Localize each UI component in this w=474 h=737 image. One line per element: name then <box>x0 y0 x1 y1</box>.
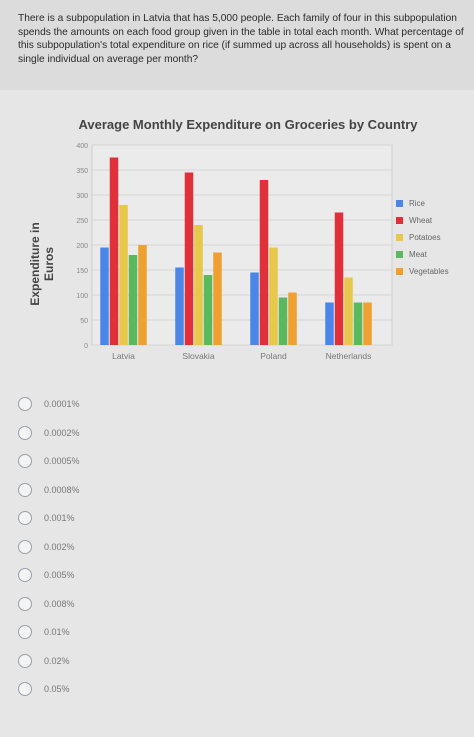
legend-swatch-wheat <box>396 217 403 224</box>
legend-swatch-vegetables <box>396 268 403 275</box>
option-label: 0.0001% <box>44 399 80 410</box>
option-label: 0.002% <box>44 541 75 552</box>
radio-button[interactable] <box>18 682 32 697</box>
radio-button[interactable] <box>18 482 32 497</box>
bar-potatoes <box>344 277 353 345</box>
bar-wheat <box>184 172 194 345</box>
y-tick-label: 0 <box>84 343 88 350</box>
legend-item-meat: Meat <box>396 247 449 262</box>
option-label: 0.02% <box>44 655 70 666</box>
bar-wheat <box>334 212 344 345</box>
y-tick-label: 300 <box>76 193 88 200</box>
legend-label-vegetables: Vegetables <box>409 267 449 276</box>
y-tick-label: 100 <box>76 293 88 300</box>
bar-potatoes <box>194 225 203 345</box>
bar-potatoes <box>269 247 278 345</box>
radio-button[interactable] <box>18 397 32 412</box>
y-tick-label: 400 <box>76 143 88 150</box>
option-label: 0.005% <box>44 570 75 581</box>
legend-label-rice: Rice <box>409 199 426 208</box>
bar-rice <box>100 247 109 345</box>
legend-item-potatoes: Potatoes <box>396 230 449 245</box>
y-tick-label: 350 <box>76 168 88 175</box>
answer-option[interactable]: 0.002% <box>18 533 80 562</box>
y-tick-label: 250 <box>76 218 88 225</box>
radio-button[interactable] <box>18 568 32 583</box>
legend-swatch-potatoes <box>396 234 403 241</box>
x-tick-label: Slovakia <box>182 351 214 361</box>
answer-option[interactable]: 0.01% <box>18 618 80 647</box>
legend-label-wheat: Wheat <box>409 216 433 225</box>
bar-potatoes <box>119 205 128 345</box>
answer-option[interactable]: 0.0001% <box>18 390 80 419</box>
bar-meat <box>128 255 138 345</box>
legend-item-wheat: Wheat <box>396 213 449 228</box>
legend-label-meat: Meat <box>409 250 427 259</box>
answer-option[interactable]: 0.001% <box>18 504 80 533</box>
bar-vegetables <box>288 292 297 345</box>
answer-option[interactable]: 0.0002% <box>18 419 80 448</box>
answer-option[interactable]: 0.0008% <box>18 476 80 505</box>
option-label: 0.0005% <box>44 456 80 467</box>
radio-button[interactable] <box>18 653 32 668</box>
answer-option[interactable]: 0.008% <box>18 590 80 619</box>
legend-item-vegetables: Vegetables <box>396 264 449 279</box>
bar-meat <box>278 297 288 345</box>
answer-options: 0.0001% 0.0002% 0.0005% 0.0008% 0.001% 0… <box>18 390 80 704</box>
radio-button[interactable] <box>18 625 32 640</box>
x-tick-label: Latvia <box>112 351 135 361</box>
bar-vegetables <box>213 252 222 345</box>
option-label: 0.0002% <box>44 427 80 438</box>
legend-swatch-rice <box>396 200 403 207</box>
bar-wheat <box>259 180 269 345</box>
question-panel: There is a subpopulation in Latvia that … <box>0 0 474 90</box>
x-tick-label: Poland <box>260 351 287 361</box>
answer-option[interactable]: 0.005% <box>18 561 80 590</box>
bar-vegetables <box>138 245 147 345</box>
y-tick-label: 150 <box>76 268 88 275</box>
option-label: 0.008% <box>44 598 75 609</box>
question-text: There is a subpopulation in Latvia that … <box>18 13 464 65</box>
chart-title: Average Monthly Expenditure on Groceries… <box>78 117 418 132</box>
radio-button[interactable] <box>18 454 32 469</box>
bar-vegetables <box>363 302 372 345</box>
bar-rice <box>250 272 259 345</box>
radio-button[interactable] <box>18 425 32 440</box>
radio-button[interactable] <box>18 539 32 554</box>
option-label: 0.001% <box>44 513 75 524</box>
bar-meat <box>353 302 363 345</box>
radio-button[interactable] <box>18 511 32 526</box>
y-tick-label: 50 <box>80 318 88 325</box>
answer-option[interactable]: 0.05% <box>18 675 80 704</box>
bar-rice <box>175 267 184 345</box>
bar-chart: 0 50 100 150 200 250 300 350 400 Latvia Slovakia Po… <box>76 143 393 361</box>
option-label: 0.05% <box>44 684 70 695</box>
bar-wheat <box>109 157 119 345</box>
bar-rice <box>325 302 334 345</box>
x-tick-label: Netherlands <box>326 351 372 361</box>
legend-label-potatoes: Potatoes <box>409 233 441 242</box>
answer-option[interactable]: 0.02% <box>18 647 80 676</box>
bar-meat <box>203 275 213 345</box>
chart-legend: Rice Wheat Potatoes Meat Vegetables <box>396 196 449 281</box>
option-label: 0.0008% <box>44 484 80 495</box>
answer-option[interactable]: 0.0005% <box>18 447 80 476</box>
option-label: 0.01% <box>44 627 70 638</box>
y-tick-label: 200 <box>76 243 88 250</box>
legend-swatch-meat <box>396 251 403 258</box>
legend-item-rice: Rice <box>396 196 449 211</box>
radio-button[interactable] <box>18 596 32 611</box>
